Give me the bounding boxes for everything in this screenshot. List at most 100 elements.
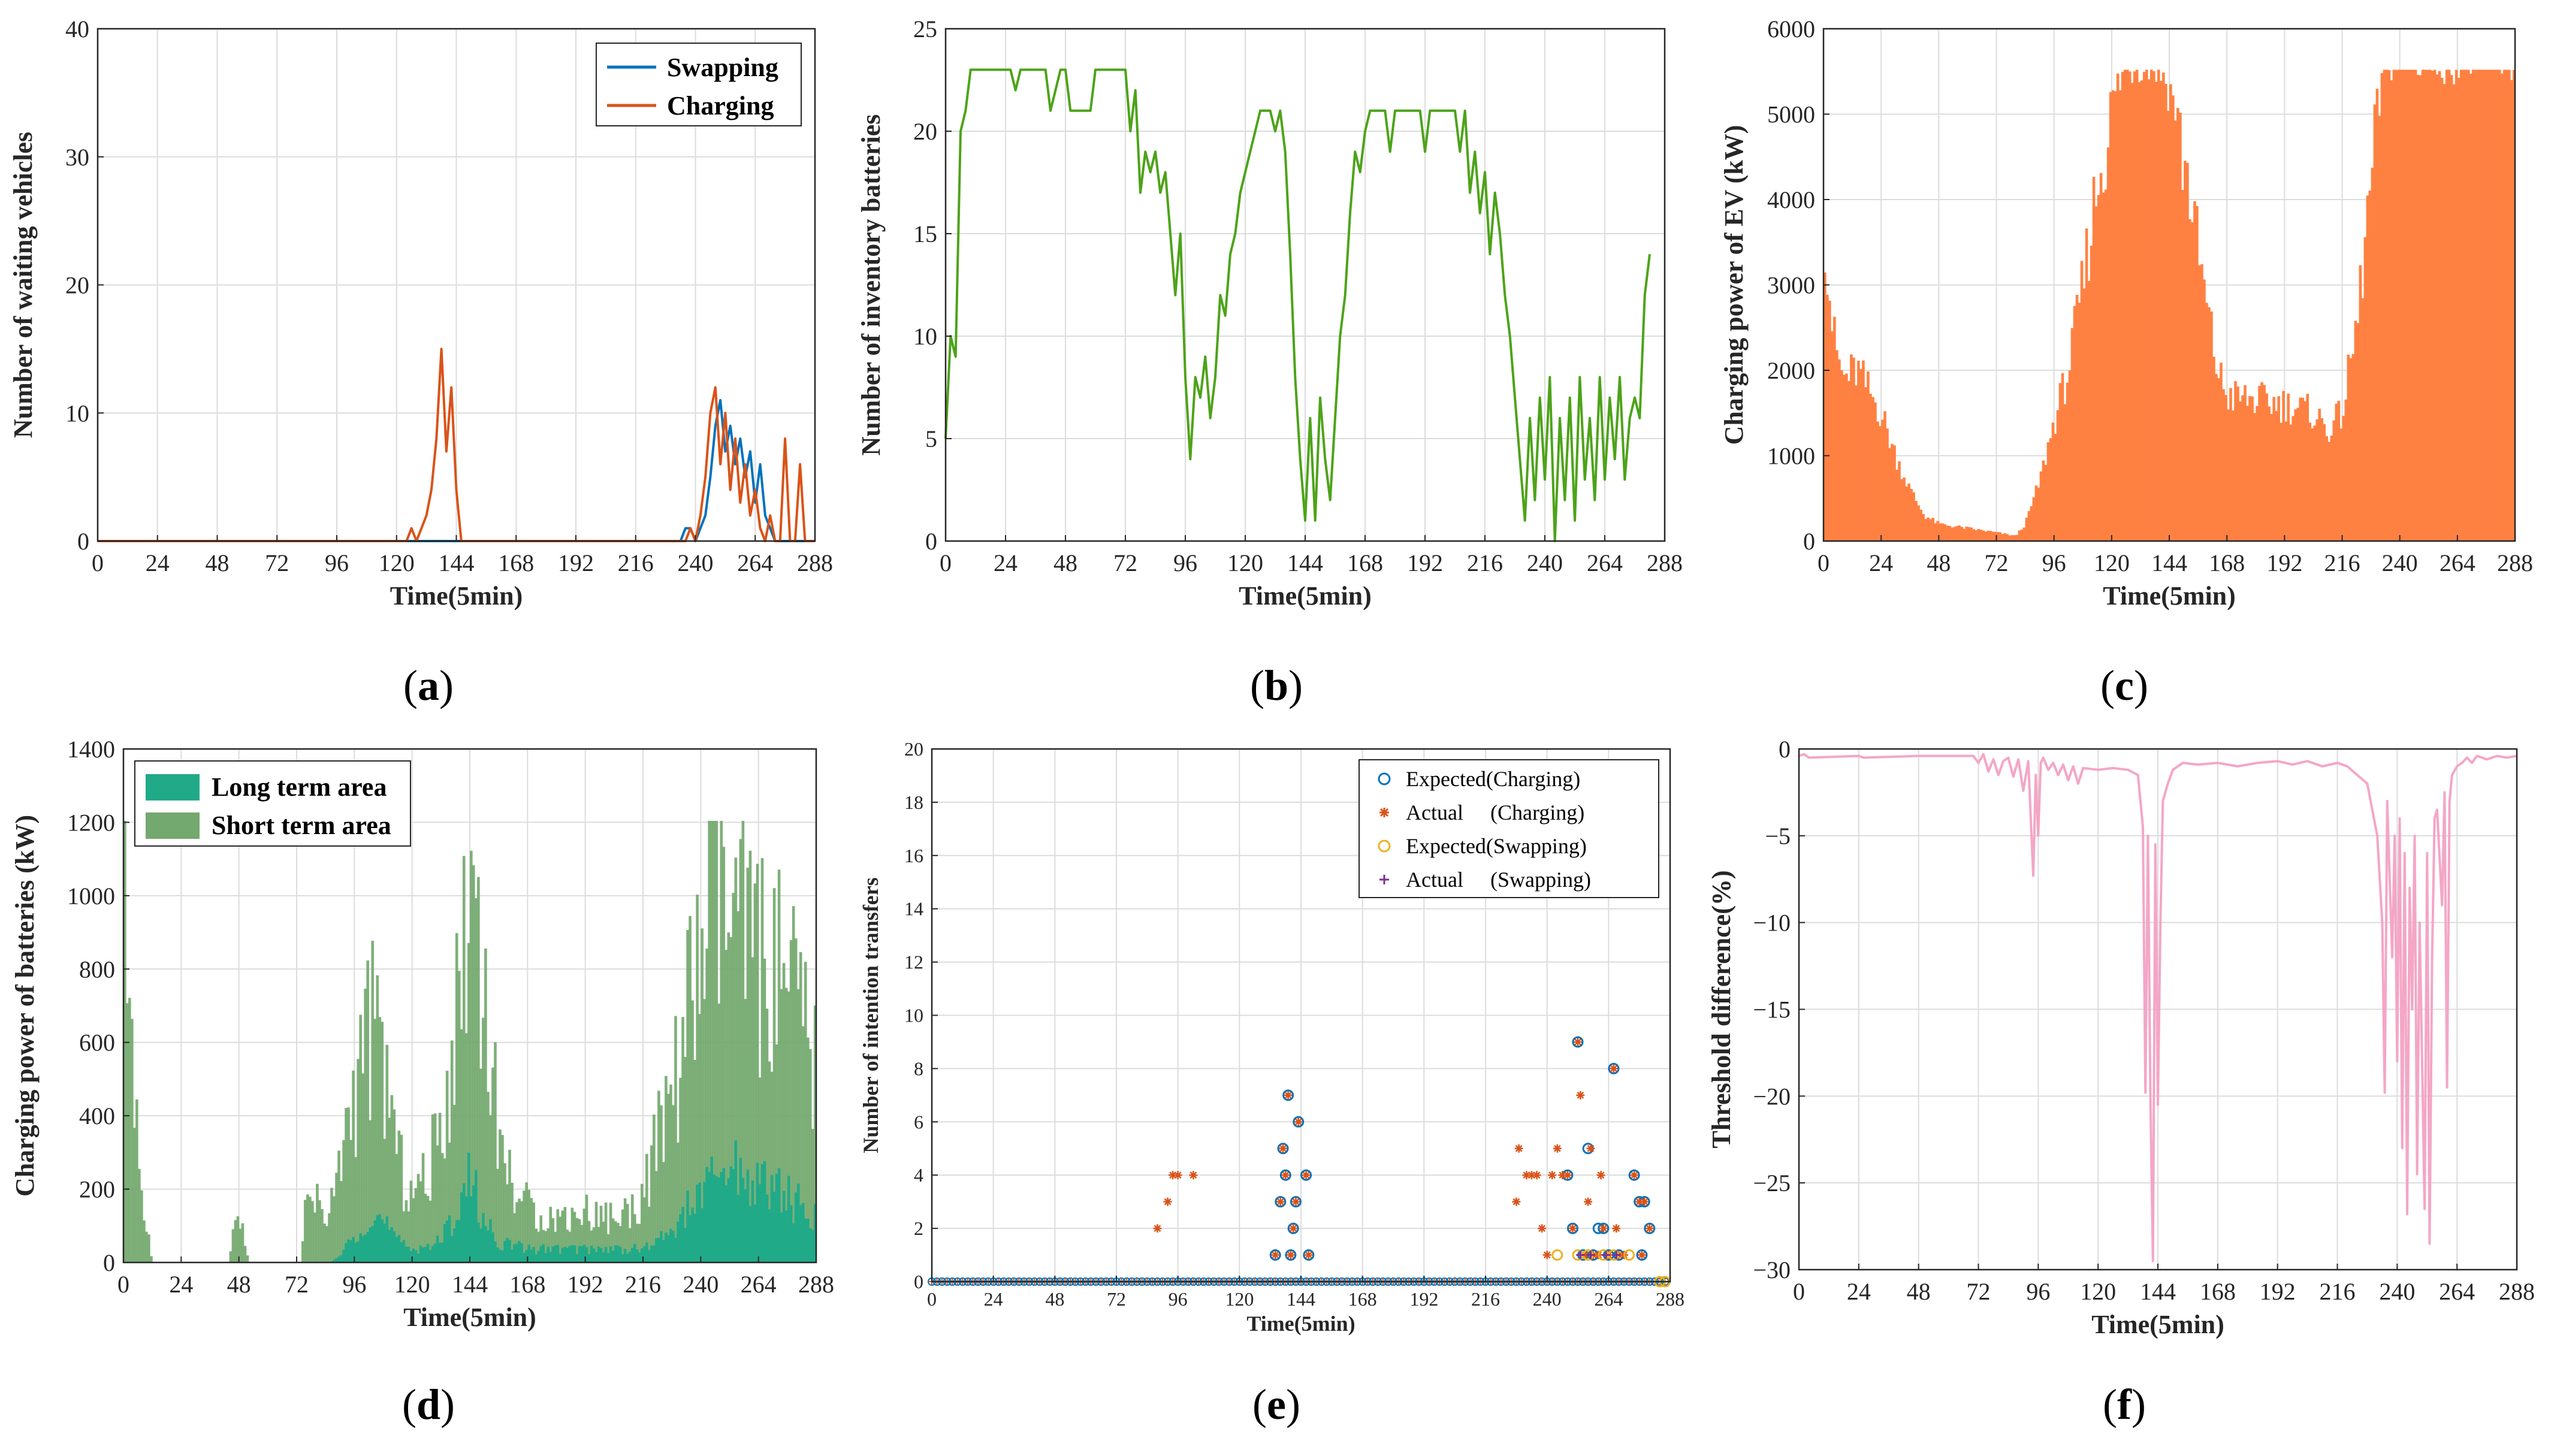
power-bar bbox=[2193, 201, 2196, 541]
actual-charging-point bbox=[1612, 1224, 1621, 1233]
short-term-bar bbox=[628, 1228, 632, 1262]
power-bar bbox=[2203, 279, 2206, 541]
short-term-bar bbox=[477, 877, 480, 1262]
power-bar bbox=[1965, 526, 1969, 541]
short-term-bar bbox=[133, 1128, 136, 1262]
power-bar bbox=[2294, 409, 2297, 541]
long-term-bar bbox=[499, 1249, 502, 1262]
short-term-bar bbox=[342, 1140, 345, 1262]
long-term-bar bbox=[385, 1216, 389, 1262]
long-term-bar bbox=[638, 1252, 641, 1262]
power-bar bbox=[1984, 531, 1988, 541]
short-term-bar bbox=[686, 930, 689, 1262]
power-bar bbox=[2416, 74, 2420, 542]
short-term-bar bbox=[780, 989, 783, 1262]
long-term-bar bbox=[590, 1246, 593, 1262]
x-tick-label: 144 bbox=[439, 549, 475, 576]
power-bar bbox=[2275, 410, 2278, 541]
short-term-bar bbox=[756, 863, 759, 1262]
power-bar bbox=[2440, 77, 2444, 542]
short-term-bar bbox=[794, 938, 798, 1262]
long-term-bar bbox=[582, 1244, 586, 1262]
long-term-bar bbox=[727, 1178, 730, 1262]
power-bar bbox=[2006, 534, 2009, 541]
long-term-bar bbox=[648, 1250, 651, 1262]
short-term-bar bbox=[470, 850, 473, 1262]
power-bar bbox=[1881, 419, 1884, 541]
actual-charging-point bbox=[1574, 1037, 1582, 1046]
long-term-bar bbox=[594, 1252, 598, 1262]
short-term-bar bbox=[585, 1194, 588, 1262]
power-bar bbox=[2361, 298, 2365, 541]
power-bar bbox=[2070, 328, 2074, 541]
long-term-bar bbox=[491, 1232, 494, 1262]
power-bar bbox=[2467, 70, 2470, 541]
y-axis-label: Charging power of EV (kW) bbox=[1719, 125, 1749, 445]
actual-charging-point bbox=[1512, 1197, 1521, 1206]
actual-charging-point bbox=[1271, 1250, 1280, 1259]
x-tick-label: 48 bbox=[1045, 1288, 1064, 1310]
long-term-bar bbox=[464, 1196, 468, 1262]
long-term-bar bbox=[756, 1162, 759, 1262]
power-bar bbox=[2308, 422, 2312, 541]
short-term-bar bbox=[316, 1183, 319, 1262]
short-term-bar bbox=[532, 1203, 535, 1262]
power-bar bbox=[2318, 409, 2321, 541]
long-term-bar bbox=[518, 1241, 521, 1262]
power-bar bbox=[2507, 70, 2511, 541]
x-axis-label: Time(5min) bbox=[2091, 1310, 2224, 1339]
short-term-bar bbox=[602, 1221, 605, 1262]
y-tick-label: 10 bbox=[904, 1005, 923, 1026]
power-bar bbox=[2008, 535, 2012, 541]
short-term-bar bbox=[234, 1220, 237, 1262]
short-term-bar bbox=[811, 1129, 814, 1262]
long-term-bar bbox=[482, 1213, 485, 1262]
actual-charging-point bbox=[1538, 1224, 1547, 1233]
short-term-bar bbox=[304, 1200, 307, 1262]
power-bar bbox=[1989, 530, 1993, 541]
power-bar bbox=[2198, 265, 2201, 541]
long-term-bar bbox=[404, 1246, 408, 1262]
short-term-bar bbox=[556, 1209, 560, 1262]
power-bar bbox=[2236, 386, 2239, 541]
long-term-bar bbox=[421, 1247, 425, 1262]
short-term-bar bbox=[537, 1231, 541, 1262]
power-bar bbox=[2452, 84, 2456, 542]
power-bar bbox=[1833, 316, 1836, 541]
long-term-bar bbox=[744, 1189, 747, 1262]
short-term-bar bbox=[748, 850, 752, 1262]
power-bar bbox=[2313, 425, 2317, 541]
legend-entry: Expected(Swapping) bbox=[1406, 834, 1587, 858]
power-bar bbox=[2215, 374, 2218, 541]
short-term-bar bbox=[573, 1212, 576, 1262]
actual-charging-point bbox=[1581, 1250, 1590, 1259]
y-tick-label: −25 bbox=[1753, 1170, 1791, 1197]
power-bar bbox=[1895, 469, 1898, 541]
power-bar bbox=[1883, 411, 1886, 541]
y-tick-label: 200 bbox=[79, 1176, 115, 1203]
power-bar bbox=[2373, 104, 2377, 542]
long-term-bar bbox=[467, 1152, 470, 1262]
power-bar bbox=[2459, 70, 2463, 541]
x-tick-label: 144 bbox=[1287, 1288, 1315, 1310]
short-term-bar bbox=[720, 820, 723, 1262]
power-bar bbox=[1948, 525, 1951, 541]
power-bar bbox=[2032, 497, 2036, 541]
y-tick-label: 800 bbox=[79, 956, 115, 983]
long-term-bar bbox=[580, 1246, 584, 1262]
short-term-bar bbox=[804, 962, 807, 1262]
x-tick-label: 216 bbox=[1471, 1288, 1500, 1310]
power-bar bbox=[2325, 436, 2329, 541]
long-term-bar bbox=[383, 1224, 387, 1262]
power-bar bbox=[2359, 265, 2362, 541]
short-term-bar bbox=[301, 1241, 304, 1262]
short-term-bar bbox=[525, 1182, 528, 1262]
short-term-bar bbox=[535, 1228, 538, 1262]
power-bar bbox=[2114, 91, 2117, 541]
power-bar bbox=[1917, 505, 1920, 541]
power-bar bbox=[2196, 206, 2199, 541]
long-term-bar bbox=[455, 1220, 458, 1262]
legend-box bbox=[596, 43, 802, 126]
power-bar bbox=[2354, 321, 2357, 541]
y-tick-label: 10 bbox=[65, 400, 89, 427]
